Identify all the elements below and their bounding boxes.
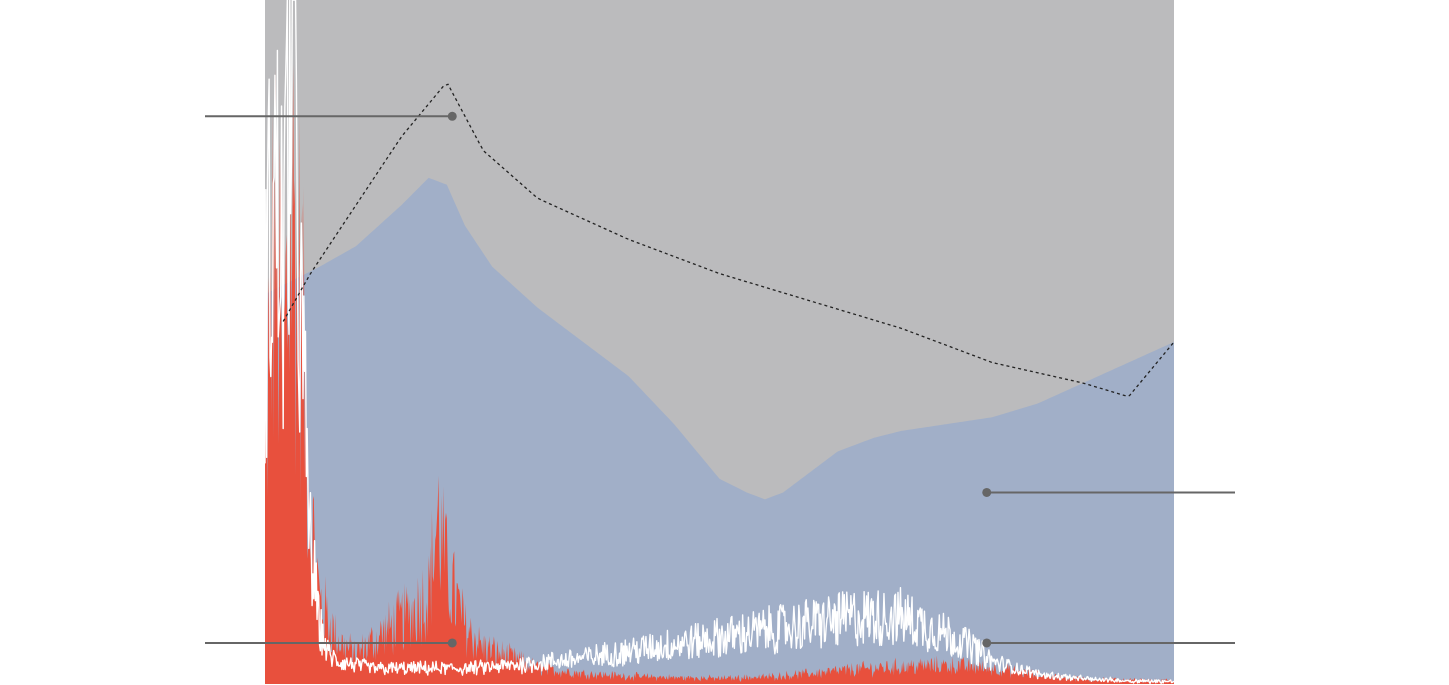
series-white-trace [264, 0, 1175, 685]
annotation-dot [447, 638, 457, 648]
annotation-envelope-peak [205, 111, 457, 121]
annotation-white-trace [982, 638, 1235, 648]
plot-area [264, 0, 1175, 685]
annotation-blue-area [982, 487, 1235, 497]
annotation-dot [982, 487, 992, 497]
series-envelope-dashed [282, 83, 1175, 397]
annotation-red-spectrum [205, 638, 457, 648]
annotation-dot [447, 111, 457, 121]
annotation-layer [205, 111, 1235, 648]
annotation-dot [982, 638, 992, 648]
series-blue-area [265, 177, 1174, 684]
